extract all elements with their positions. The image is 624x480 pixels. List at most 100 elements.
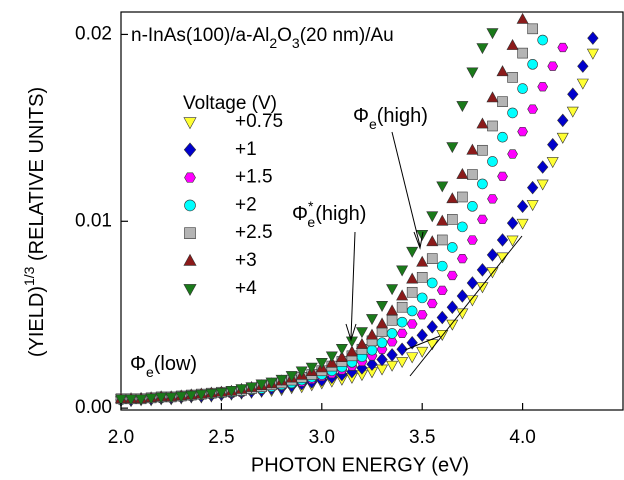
marker <box>436 214 449 226</box>
annotation-text: (high) <box>315 203 366 225</box>
text-part: (YIELD) <box>26 286 48 357</box>
marker <box>406 286 418 298</box>
symbol: Φ <box>292 203 308 225</box>
text-part: 3 <box>292 35 300 51</box>
marker <box>426 253 438 264</box>
marker <box>406 305 418 317</box>
legend-marker <box>183 253 197 266</box>
marker <box>537 160 549 174</box>
marker <box>577 59 589 73</box>
marker <box>436 310 448 325</box>
marker <box>526 200 539 212</box>
marker <box>517 83 528 94</box>
marker <box>556 132 569 144</box>
marker <box>486 91 499 103</box>
marker <box>457 254 468 264</box>
marker <box>386 328 398 339</box>
arrow <box>391 131 421 247</box>
marker <box>145 393 158 405</box>
marker <box>386 360 399 372</box>
marker <box>496 252 509 264</box>
marker <box>125 394 138 406</box>
marker <box>325 351 338 363</box>
marker <box>366 357 378 371</box>
marker <box>506 216 519 230</box>
marker <box>195 389 208 401</box>
marker <box>376 352 388 367</box>
marker <box>466 143 479 155</box>
marker <box>396 342 408 356</box>
marker <box>406 246 419 258</box>
marker <box>215 387 228 399</box>
superscript: * <box>308 198 314 214</box>
marker <box>456 289 469 303</box>
x-tick-label: 4.0 <box>509 427 535 448</box>
marker <box>467 169 478 180</box>
marker <box>406 272 419 284</box>
marker <box>486 28 499 40</box>
marker <box>396 316 408 328</box>
marker <box>557 113 569 128</box>
marker <box>496 233 509 247</box>
marker <box>586 48 599 60</box>
annotation: Φ* e(high) <box>292 198 366 230</box>
marker <box>527 104 538 114</box>
subscript: e <box>146 364 154 380</box>
marker <box>396 328 408 339</box>
marker <box>376 337 388 349</box>
marker <box>426 298 438 309</box>
legend-label: +3 <box>235 250 257 271</box>
marker <box>315 358 328 369</box>
marker <box>426 211 439 223</box>
marker <box>446 270 458 281</box>
marker <box>366 344 378 356</box>
marker <box>386 337 398 347</box>
guides <box>345 131 523 377</box>
marker <box>305 362 318 374</box>
marker <box>436 285 448 296</box>
marker <box>456 101 469 113</box>
y-tick-label: 0.02 <box>75 23 112 44</box>
legend-marker <box>184 199 196 212</box>
symbol: Φ <box>130 353 146 375</box>
marker <box>456 167 469 179</box>
marker <box>205 388 218 400</box>
marker <box>507 72 518 83</box>
marker <box>235 384 248 396</box>
marker <box>547 137 559 152</box>
x-tick-label: 2.0 <box>108 427 134 448</box>
marker <box>516 199 529 214</box>
marker <box>335 351 348 362</box>
marker <box>416 310 428 320</box>
legend-marker <box>184 172 196 183</box>
marker <box>466 276 479 290</box>
marker <box>457 191 468 203</box>
marker <box>517 47 528 59</box>
x-tick-label: 3.5 <box>409 427 435 448</box>
marker <box>406 319 418 329</box>
marker <box>365 328 379 340</box>
marker <box>526 180 539 195</box>
marker <box>436 260 448 272</box>
marker <box>416 292 428 304</box>
marker <box>426 235 439 247</box>
marker <box>335 344 348 355</box>
marker <box>516 12 529 24</box>
marker <box>386 284 399 296</box>
marker <box>587 31 599 45</box>
marker <box>355 337 368 349</box>
marker <box>466 67 479 79</box>
marker <box>275 374 288 386</box>
annotation-text: (high) <box>377 105 428 127</box>
marker <box>497 96 508 107</box>
arrow <box>350 231 356 339</box>
points <box>114 12 599 408</box>
marker <box>396 301 408 313</box>
marker <box>566 106 579 118</box>
marker <box>497 131 508 143</box>
marker <box>245 382 258 394</box>
legend-title: Voltage (V) <box>183 93 277 114</box>
marker <box>345 345 358 357</box>
annotation-text: (low) <box>154 353 197 375</box>
marker <box>386 348 398 362</box>
